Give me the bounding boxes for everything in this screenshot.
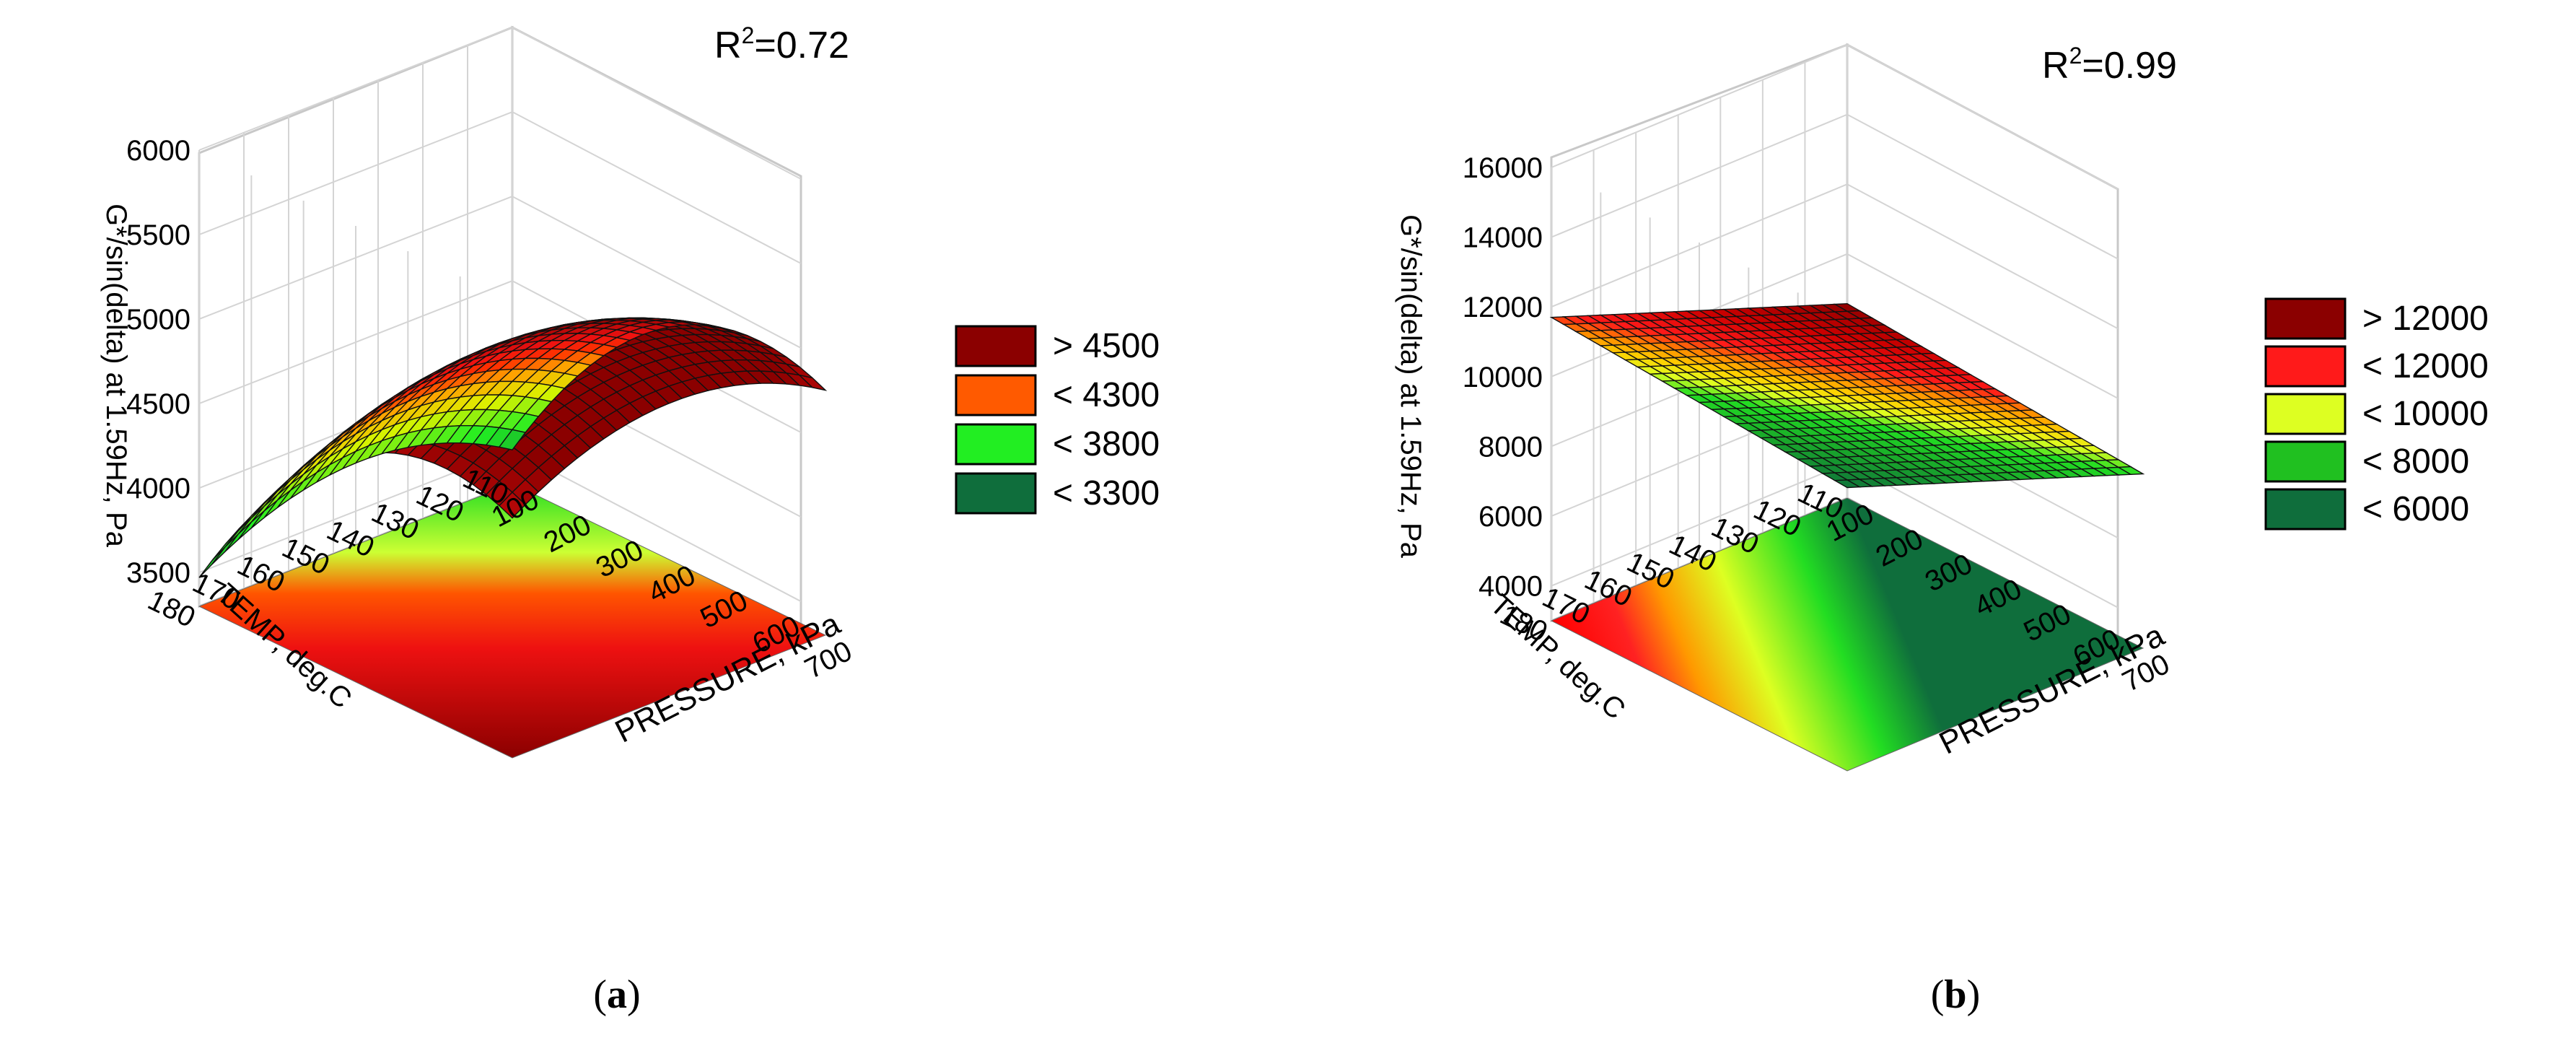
grid-line-z-right <box>1846 183 2119 330</box>
panel-b-floor-contour <box>1550 497 2145 772</box>
legend-label: < 8000 <box>2362 442 2469 481</box>
grid-line-z-right <box>1846 113 2119 260</box>
legend-swatch <box>955 374 1037 416</box>
panel-b-legend: > 12000 < 12000 < 10000 < 8000 < 6000 <box>2264 297 2489 531</box>
grid-line-z-right <box>1846 253 2119 399</box>
z-tick-label: 16000 <box>1463 152 1543 184</box>
panel-b-caption: (b) <box>1931 972 1980 1017</box>
grid-line-z-right <box>1846 462 2119 608</box>
legend-label: < 3800 <box>1053 425 1160 463</box>
z-tick-label: 4000 <box>126 473 190 505</box>
grid-line-z-right <box>512 196 802 349</box>
legend-label: < 3300 <box>1053 474 1160 512</box>
z-tick-label: 10000 <box>1463 362 1543 393</box>
legend-swatch <box>2264 345 2347 388</box>
panel-a-z-ticks: 3500 4000 4500 5000 5500 6000 <box>126 135 190 589</box>
z-tick-label: 5500 <box>126 219 190 251</box>
legend-swatch <box>955 472 1037 515</box>
grid-line-z-right <box>512 27 802 180</box>
legend-swatch <box>2264 440 2347 483</box>
z-tick-label: 6000 <box>126 135 190 167</box>
panel-a-caption: (a) <box>593 972 640 1017</box>
legend-swatch <box>955 325 1037 367</box>
surface-cell <box>1833 479 1862 489</box>
panel-a-legend: > 4500 < 4300 < 3800 < 3300 <box>955 325 1160 515</box>
z-tick-label: 14000 <box>1463 222 1543 254</box>
panel-b-z-axis-label: G*/sin(delta) at 1.59Hz, Pa <box>1395 214 1427 559</box>
grid-line-z-left <box>198 27 513 151</box>
z-tick-label: 12000 <box>1463 292 1543 323</box>
z-tick-label: 4500 <box>126 388 190 420</box>
legend-label: > 12000 <box>2362 300 2489 338</box>
legend-label: < 6000 <box>2362 490 2469 528</box>
z-tick-label: 8000 <box>1478 431 1543 463</box>
legend-label: > 4500 <box>1053 327 1160 365</box>
surface-cell <box>498 429 527 450</box>
z-tick-label: 3500 <box>126 557 190 589</box>
grid-line-z-right <box>512 111 802 264</box>
grid-line-z-right <box>512 449 802 603</box>
legend-swatch <box>2264 297 2347 340</box>
legend-swatch <box>2264 488 2347 531</box>
legend-label: < 4300 <box>1053 376 1160 414</box>
z-tick-label: 6000 <box>1478 501 1543 533</box>
legend-swatch <box>2264 393 2347 435</box>
z-tick-label: 4000 <box>1478 571 1543 603</box>
z-tick-label: 5000 <box>126 304 190 336</box>
legend-label: < 12000 <box>2362 347 2489 385</box>
legend-label: < 10000 <box>2362 395 2489 433</box>
grid-line-z-right <box>1846 44 2119 190</box>
panel-a-z-axis-label: G*/sin(delta) at 1.59Hz, Pa <box>100 204 132 548</box>
panel-b-r2-annotation: R2=0.99 <box>2042 43 2177 87</box>
panel-a-r2-annotation: R2=0.72 <box>714 22 849 66</box>
panel-b-z-ticks: 4000 6000 8000 10000 12000 14000 16000 <box>1463 152 1543 603</box>
legend-swatch <box>955 423 1037 466</box>
grid-line-z-left <box>1551 44 1848 168</box>
panel-b-surface-mesh <box>1549 302 2145 489</box>
panel-a-surface-mesh <box>198 317 828 578</box>
panel-a-floor-contour <box>198 483 827 759</box>
